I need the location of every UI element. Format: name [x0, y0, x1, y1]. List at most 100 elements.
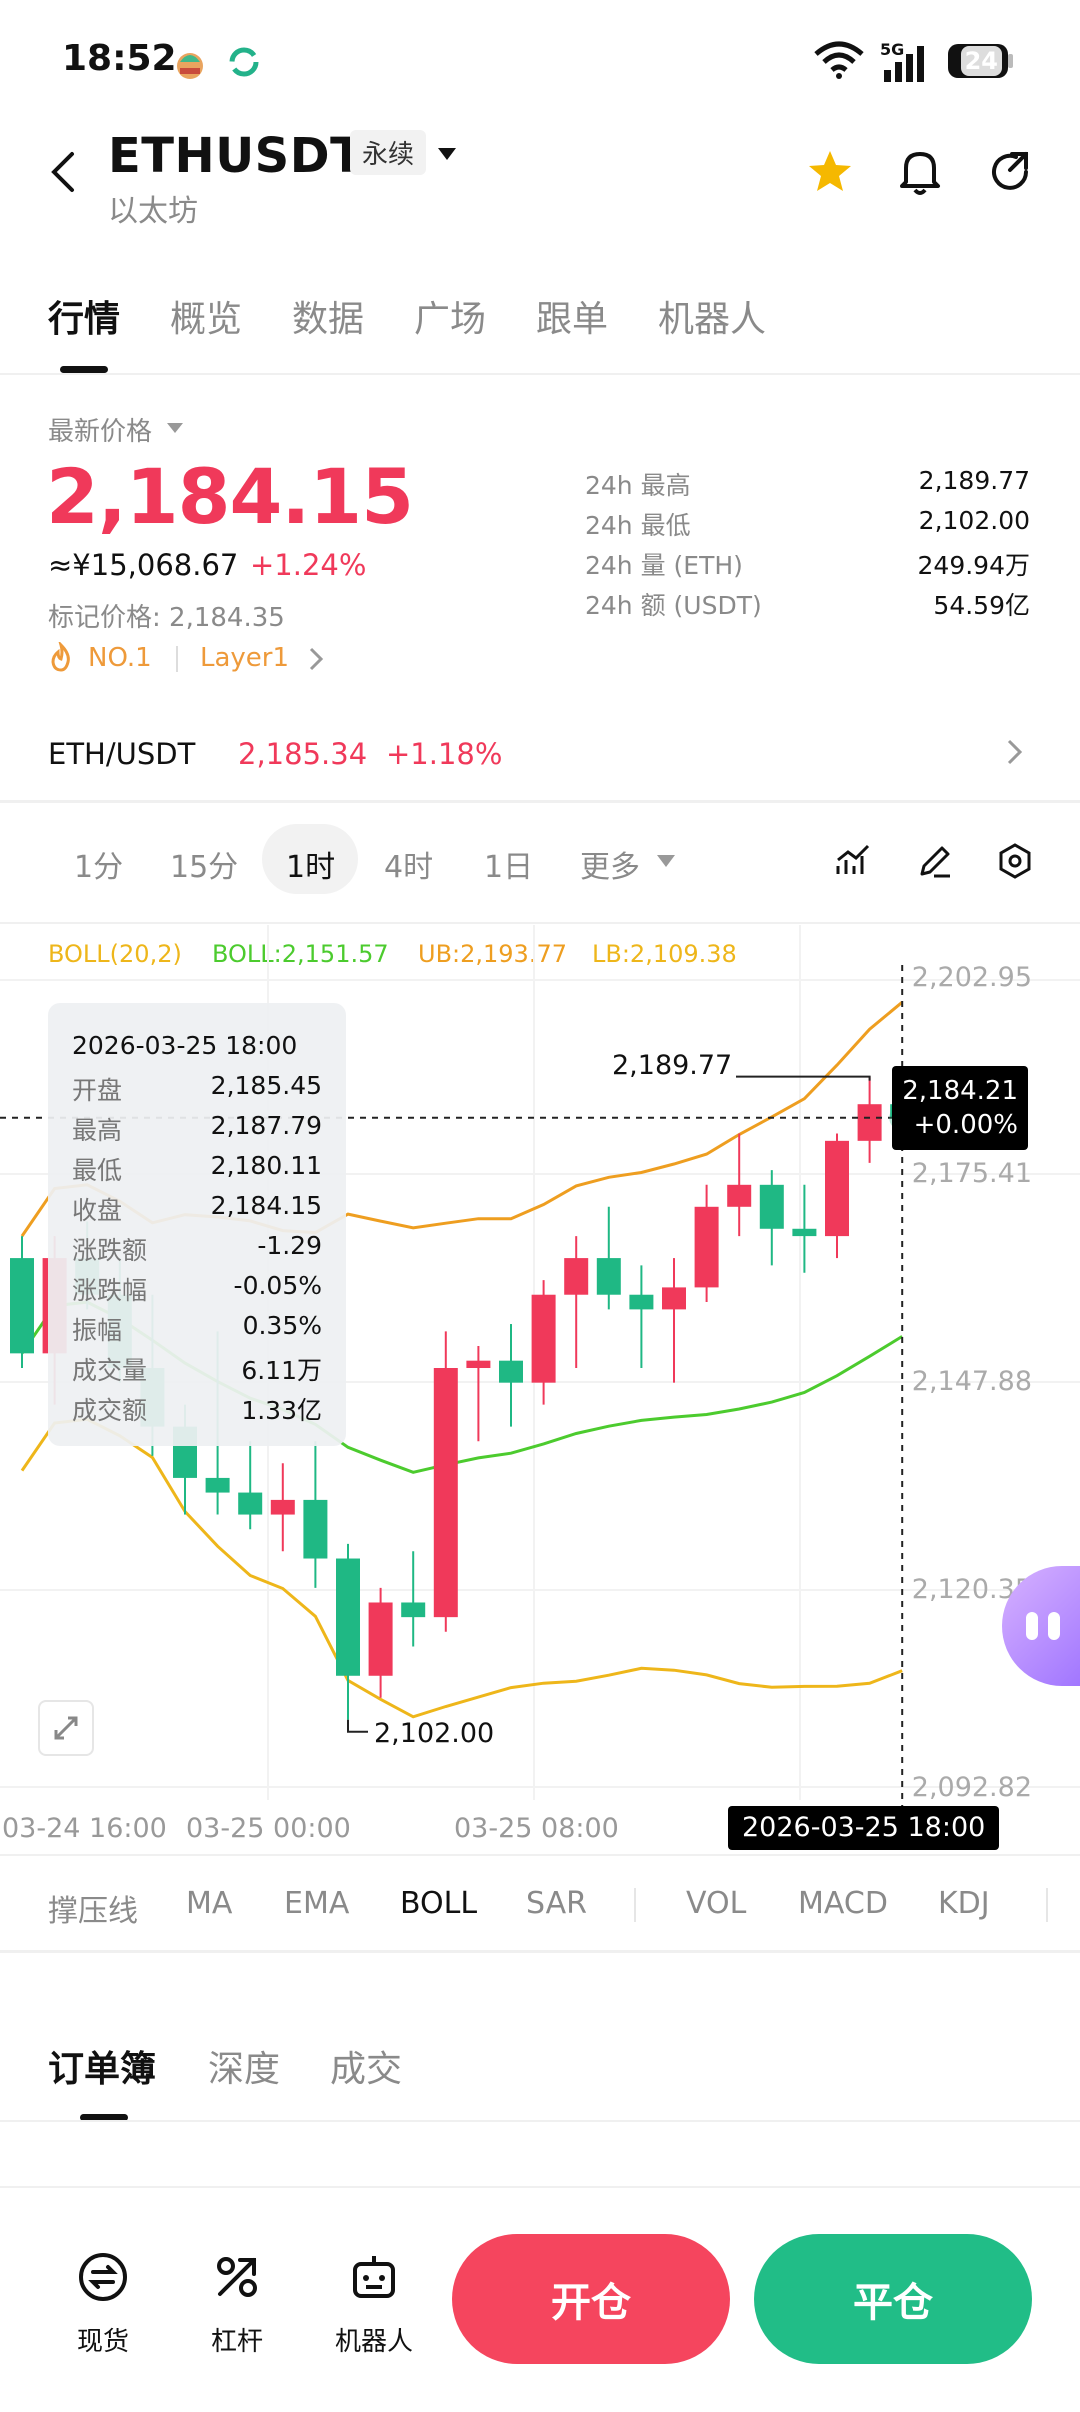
latest-price-label[interactable]: 最新价格	[48, 417, 153, 447]
signal-icon	[884, 46, 924, 82]
crosshair-price: 2,184.21	[902, 1076, 1018, 1106]
candle-body	[303, 1499, 328, 1559]
perpetual-badge[interactable]: 永续	[350, 130, 427, 175]
candle-body	[564, 1258, 589, 1295]
boll-ub-value: UB:2,193.77	[418, 940, 567, 968]
spot-pair[interactable]: ETH/USDT	[48, 737, 196, 771]
interval-1d[interactable]: 1日	[484, 850, 534, 885]
open-position-button[interactable]: 开仓	[452, 2234, 730, 2364]
share-icon[interactable]	[986, 148, 1034, 196]
interval-15m[interactable]: 15分	[170, 850, 239, 885]
candle-body	[205, 1477, 230, 1493]
x-tick: 03-25 08:00	[454, 1813, 619, 1844]
candle-body	[694, 1206, 719, 1288]
spot-price[interactable]: 2,185.34	[238, 737, 368, 771]
tab-copy-trade[interactable]: 跟单	[536, 299, 609, 340]
stat-label-high: 24h 最高	[585, 471, 691, 500]
candle-body	[857, 1104, 882, 1141]
chart-settings-icon[interactable]	[996, 842, 1034, 880]
tooltip-key: 涨跌幅	[72, 1276, 148, 1305]
divider	[0, 373, 1080, 375]
tab-robot[interactable]: 机器人	[658, 299, 767, 340]
tab-orderbook[interactable]: 订单簿	[48, 2049, 157, 2090]
divider	[0, 922, 1080, 924]
fullscreen-button[interactable]	[38, 1700, 94, 1756]
dropdown-caret-icon[interactable]	[436, 146, 458, 162]
crosshair-pct: +0.00%	[913, 1110, 1018, 1140]
interval-4h[interactable]: 4时	[384, 850, 434, 885]
tooltip-value: 2,185.45	[210, 1071, 322, 1100]
chevron-right-icon[interactable]	[308, 646, 324, 672]
interval-more[interactable]: 更多	[580, 850, 640, 885]
indicator-boll[interactable]: BOLL	[400, 1886, 478, 1921]
assistant-eye	[1048, 1612, 1060, 1640]
battery-level: 24	[960, 46, 1002, 76]
candle-body	[336, 1558, 360, 1676]
tooltip-value: 2,180.11	[210, 1151, 322, 1180]
tooltip-key: 最低	[72, 1156, 123, 1185]
alert-bell-icon[interactable]	[896, 146, 944, 198]
leverage-icon	[217, 2257, 257, 2297]
tab-trades[interactable]: 成交	[330, 2049, 403, 2090]
tab-market[interactable]: 行情	[48, 299, 121, 340]
sync-notification-icon	[229, 47, 259, 77]
y-tick: 2,175.41	[911, 1158, 1032, 1189]
stat-label-turnover: 24h 额 (USDT)	[585, 591, 762, 620]
draw-pen-icon[interactable]	[916, 842, 954, 880]
stat-label-low: 24h 最低	[585, 511, 691, 540]
favorite-star-icon[interactable]	[806, 148, 854, 196]
back-arrow-icon[interactable]	[48, 150, 78, 194]
crosshair-price-tag: 2,184.21 +0.00%	[892, 1066, 1028, 1150]
mark-price: 标记价格: 2,184.35	[48, 603, 285, 633]
robot-button[interactable]: 机器人	[326, 2250, 422, 2358]
x-tick: 03-24 16:00	[2, 1813, 167, 1844]
indicator-vol[interactable]: VOL	[686, 1886, 747, 1921]
indicator-ma[interactable]: MA	[186, 1886, 233, 1921]
tab-overview[interactable]: 概览	[170, 299, 243, 340]
y-tick: 2,202.95	[911, 962, 1032, 993]
spot-button[interactable]: 现货	[58, 2250, 148, 2358]
indicator-separator	[634, 1888, 636, 1922]
tooltip-time-text: 2026-03-25 18:00	[72, 1031, 298, 1060]
candle-body	[466, 1360, 491, 1369]
tooltip-key: 成交额	[72, 1396, 148, 1425]
tooltip-key: 最高	[72, 1116, 123, 1145]
spot-icon	[79, 2253, 127, 2301]
spot-change[interactable]: +1.18%	[386, 737, 503, 771]
category-tag[interactable]: Layer1	[200, 643, 290, 673]
divider	[0, 800, 1080, 803]
price-label-caret-icon[interactable]	[166, 422, 184, 434]
indicator-kdj[interactable]: KDJ	[938, 1886, 990, 1921]
indicator-sar[interactable]: SAR	[526, 1886, 587, 1921]
interval-1m[interactable]: 1分	[74, 850, 124, 885]
candle-body	[10, 1258, 34, 1354]
stat-value-volume: 249.94万	[917, 551, 1030, 580]
tag-separator	[176, 646, 178, 672]
y-tick: 2,092.82	[911, 1772, 1032, 1803]
more-caret-icon[interactable]	[656, 854, 676, 868]
candle-body	[433, 1368, 458, 1618]
indicator-chart-icon[interactable]	[834, 842, 872, 880]
tab-data[interactable]: 数据	[292, 299, 365, 340]
spot-label: 现货	[76, 2327, 129, 2357]
wifi-icon	[814, 41, 864, 79]
assistant-eye	[1026, 1612, 1038, 1640]
battery-tip	[1008, 54, 1013, 68]
leverage-button[interactable]: 杠杆	[192, 2250, 282, 2358]
tab-depth[interactable]: 深度	[208, 2049, 281, 2090]
orderbook-tab-indicator	[80, 2114, 128, 2121]
pair-symbol[interactable]: ETHUSDT	[108, 128, 364, 184]
indicator-ema[interactable]: EMA	[284, 1886, 350, 1921]
tab-square[interactable]: 广场	[414, 299, 487, 340]
candle-body	[270, 1499, 295, 1515]
price-change: +1.24%	[250, 548, 367, 582]
interval-1h[interactable]: 1时	[286, 850, 336, 885]
rank-tag[interactable]: NO.1	[88, 643, 152, 673]
divider	[0, 2120, 1080, 2122]
low-annotation: 2,102.00	[374, 1718, 495, 1749]
indicator-support-resistance[interactable]: 撑压线	[48, 1894, 138, 1929]
indicator-macd[interactable]: MACD	[798, 1886, 888, 1921]
spot-chevron-icon[interactable]	[1006, 738, 1024, 766]
network-type: 5G	[880, 40, 905, 59]
close-position-button[interactable]: 平仓	[754, 2234, 1032, 2364]
